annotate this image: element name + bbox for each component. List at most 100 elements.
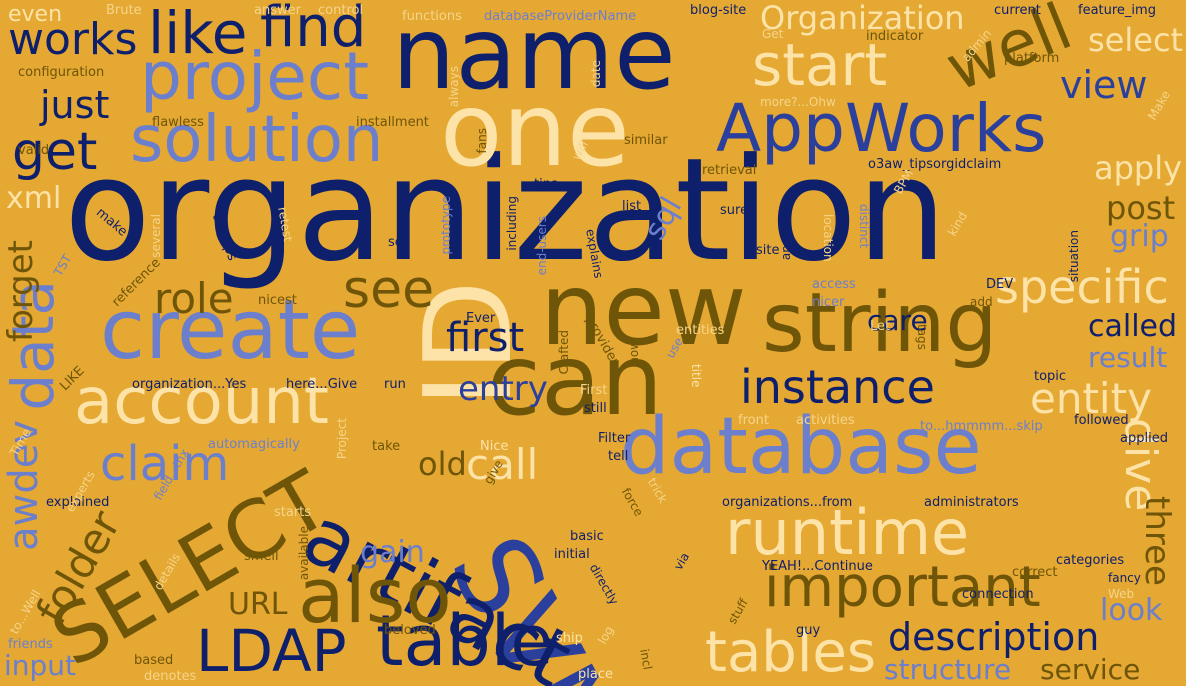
word-tips: tips: [534, 177, 558, 192]
word-list: list: [622, 199, 642, 214]
word-get: get: [12, 122, 98, 182]
word-instance: instance: [740, 360, 935, 414]
word-xml: xml: [6, 181, 62, 216]
word-smell: smell: [244, 549, 279, 564]
word-front: front: [738, 413, 769, 428]
word-fans: fans: [475, 128, 489, 154]
word-specific: specific: [995, 260, 1169, 314]
word-forget: forget: [1, 240, 41, 342]
word-ldap: LDAP: [196, 617, 347, 685]
word-basic: basic: [570, 529, 604, 544]
word-nicest: nicest: [258, 293, 297, 308]
word-installment: installment: [356, 115, 429, 130]
word-one: one: [440, 71, 630, 190]
word-add: add: [970, 295, 993, 309]
word-configuration: configuration: [18, 65, 105, 80]
word-indicator: indicator: [866, 29, 924, 44]
word-gain: gain: [360, 535, 425, 570]
word-feature-img: feature_img: [1078, 3, 1156, 18]
word-organization: organization: [64, 128, 947, 293]
word-available: available: [297, 526, 311, 581]
word-database: database: [620, 402, 982, 492]
word-several: several: [149, 214, 163, 258]
word-appworks: AppWorks: [716, 90, 1047, 167]
word-result: result: [1088, 341, 1168, 374]
word-structure: structure: [884, 653, 1012, 686]
word-correct: correct: [1012, 565, 1058, 580]
word-look: look: [1100, 593, 1163, 628]
word-select: select: [1088, 21, 1184, 59]
word-take: take: [372, 439, 401, 454]
word-role: role: [154, 274, 234, 323]
word-topic: topic: [1034, 369, 1067, 384]
word-organization-cap: Organization: [760, 0, 965, 37]
word-end-users: end-users: [535, 216, 549, 276]
word-tags: tags: [915, 324, 929, 350]
word-access: access: [812, 277, 856, 292]
word-valid: valid: [18, 143, 50, 158]
word-three: three: [1137, 496, 1177, 586]
word-activities: activities: [796, 413, 855, 428]
word-platform: platform: [1004, 51, 1060, 66]
word-ever: Ever: [466, 311, 496, 326]
word-web: Web: [1108, 587, 1135, 601]
word-url: URL: [228, 587, 288, 622]
word-still: still: [584, 401, 607, 416]
word-ship: ship: [556, 631, 583, 646]
word-get-cap: Get: [762, 27, 784, 41]
word-first: first: [446, 315, 525, 361]
word-categories: categories: [1056, 553, 1125, 568]
word-more-ohw: more?...Ohw: [760, 95, 836, 109]
word-entity: entity: [1030, 374, 1152, 423]
word-approach: approach: [779, 204, 793, 261]
word-entry: entry: [458, 369, 548, 409]
word-distinct: distinct: [857, 204, 871, 249]
word-let: Let: [870, 319, 891, 334]
word-blog-site: blog-site: [690, 3, 747, 18]
word-nice: Nice: [480, 439, 509, 454]
word-applied: applied: [1120, 431, 1168, 446]
word-date: date: [589, 60, 603, 88]
word-crafted: Crafted: [557, 330, 571, 375]
word-see: see: [343, 260, 435, 320]
word-name: name: [392, 0, 676, 112]
word-important: important: [764, 555, 1041, 620]
word-title: title: [689, 364, 703, 388]
word-organization-yes: organization...Yes: [132, 377, 247, 392]
word-find: find: [260, 0, 367, 60]
word-tell: tell: [608, 449, 629, 464]
word-first-cap: First: [580, 383, 608, 398]
word-here-give: here...Give: [286, 377, 358, 392]
word-sure: sure: [720, 203, 749, 218]
word-old: old: [418, 445, 467, 483]
word-answer: answer: [254, 3, 301, 18]
word-functions: functions: [402, 9, 462, 24]
word-runtime: runtime: [725, 496, 970, 569]
word-directly: directly: [586, 561, 622, 608]
word-explained: explained: [46, 495, 110, 510]
word-set: set: [388, 235, 408, 250]
word-entities: entities: [676, 323, 725, 338]
word-always: always: [447, 66, 461, 108]
word-view: view: [1060, 63, 1148, 107]
word-denotes: denotes: [144, 669, 197, 684]
word-call: call: [466, 440, 539, 489]
word-project-cap: Project: [335, 418, 349, 460]
word-brute: Brute: [106, 3, 142, 18]
word-project: project: [140, 38, 370, 115]
word-now: now: [627, 340, 641, 365]
word-make-cap: Make: [1145, 88, 1174, 123]
word-retrieval: retrieval: [702, 163, 757, 178]
word-o3aw-tipsorgidclaim: o3aw_tipsorgidclaim: [868, 157, 1002, 172]
word-organizations-from: organizations...from: [722, 495, 853, 510]
word-starts: starts: [274, 505, 312, 520]
word-friends: friends: [8, 637, 53, 652]
word-description: description: [888, 615, 1100, 659]
word-followed: followed: [1074, 413, 1129, 428]
word-can: can: [487, 324, 664, 438]
word-solution: solution: [130, 103, 384, 177]
word-databaseprovidername: databaseProviderName: [484, 9, 637, 24]
word-similar: similar: [624, 133, 668, 148]
word-string: string: [762, 276, 998, 371]
